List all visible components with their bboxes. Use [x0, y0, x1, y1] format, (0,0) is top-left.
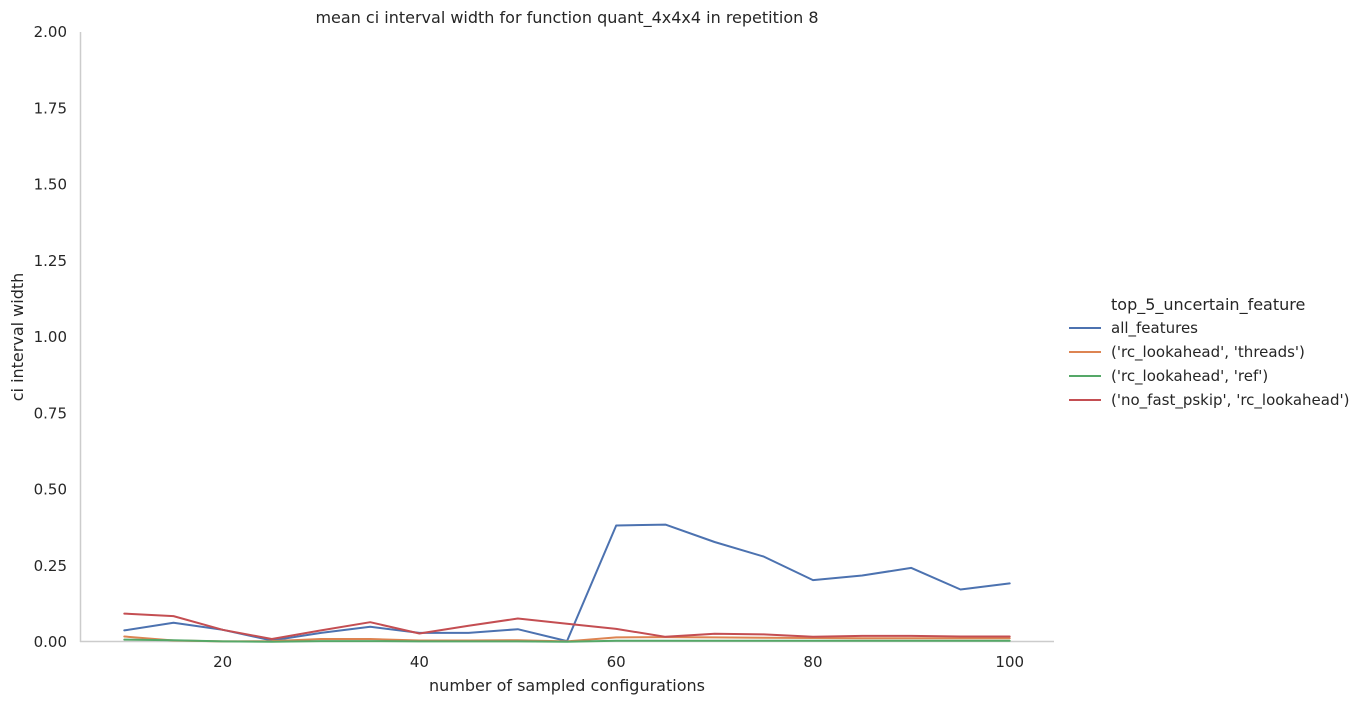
- legend: top_5_uncertain_feature all_features ('rc…: [1069, 295, 1349, 410]
- y-tick-label: 0.00: [34, 633, 67, 651]
- series-line-4: [123, 612, 1011, 640]
- x-tick-label: 80: [803, 653, 822, 671]
- y-tick-label: 1.50: [34, 176, 67, 194]
- y-tick-label: 2.00: [34, 23, 67, 41]
- series-lines: [123, 523, 1011, 643]
- legend-label: all_features: [1111, 319, 1198, 338]
- chart-title: mean ci interval width for function quan…: [315, 8, 818, 28]
- legend-label: ('no_fast_pskip', 'rc_lookahead'): [1111, 391, 1349, 410]
- y-tick-label: 0.25: [34, 557, 67, 575]
- y-tick-label: 1.25: [34, 252, 67, 270]
- y-tick-label: 0.75: [34, 404, 67, 422]
- y-tick-labels: 0.00 0.25 0.50 0.75 1.00 1.25 1.50 1.75 2.00: [34, 23, 67, 651]
- x-axis-label: number of sampled configurations: [429, 676, 705, 695]
- legend-label: ('rc_lookahead', 'ref'): [1111, 367, 1268, 386]
- y-tick-label: 1.00: [34, 328, 67, 346]
- y-tick-label: 0.50: [34, 481, 67, 499]
- y-axis-label: ci interval width: [8, 273, 27, 402]
- legend-title: top_5_uncertain_feature: [1111, 295, 1305, 315]
- x-tick-labels: 20 40 60 80 100: [213, 653, 1024, 671]
- x-tick-label: 60: [607, 653, 626, 671]
- x-tick-label: 40: [410, 653, 429, 671]
- x-tick-label: 100: [995, 653, 1024, 671]
- legend-label: ('rc_lookahead', 'threads'): [1111, 343, 1305, 362]
- x-tick-label: 20: [213, 653, 232, 671]
- series-line-3: [123, 638, 1011, 643]
- y-tick-label: 1.75: [34, 99, 67, 117]
